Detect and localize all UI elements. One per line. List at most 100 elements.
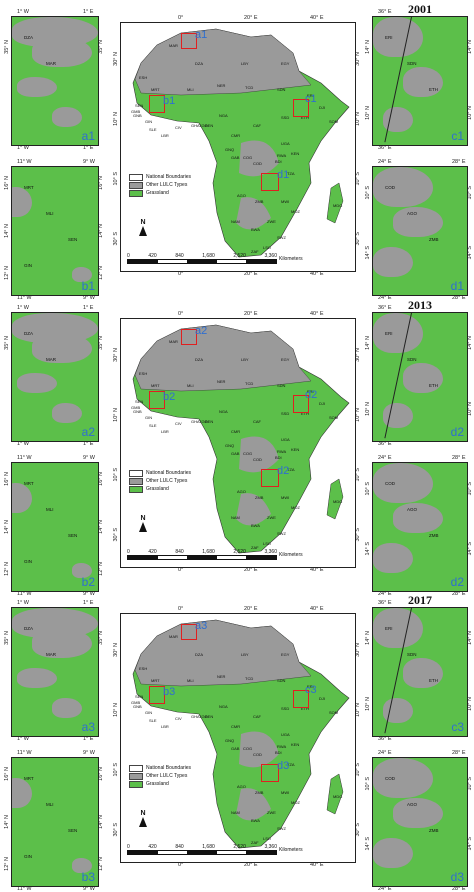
latitude-tick-right: 14° N [467,40,473,54]
scale-bar: 0 420 840 1,680 2,520 3,360 [127,549,277,560]
box-id-label: a2 [195,325,208,337]
africa-map-svg [132,619,350,849]
country-label: NER [217,83,226,88]
inset-map-a: DZA MAR a1 [11,16,99,146]
country-label: SEN [68,533,78,538]
latitude-tick-left: 10° N [113,703,119,717]
scale-unit: Kilometers [279,256,303,262]
inset-id-label: a3 [81,720,95,734]
country-label: ZMB [255,495,264,500]
country-label: LSO [263,836,272,841]
inset-id-label: c1 [451,129,464,143]
scale-tick: 0 [127,549,130,555]
inset-id-label: b1 [81,279,95,293]
other-lulc-area [373,838,413,868]
country-label: SEN [135,103,144,108]
study-area-box [293,690,309,708]
country-label: LBR [161,724,169,729]
latitude-tick-left: 10° S [113,763,119,777]
latitude-tick-left: 35° N [4,40,10,54]
other-lulc-area [393,503,443,533]
country-label: SSD [281,706,290,711]
country-label: TCD [245,676,254,681]
scale-segment [187,260,217,263]
inset-map-d: COD AGO ZMB d1 [372,166,468,296]
latitude-tick-right: 14° S [467,542,473,556]
latitude-tick-left: 30° N [113,643,119,657]
country-label: GMB [131,405,141,410]
longitude-tick-bottom: 11° W [17,295,32,301]
latitude-tick-left: 14° N [365,40,371,54]
scale-segment [157,260,188,263]
country-label: MLI [46,211,54,216]
africa-main-map: MAR DZA LBY EGY ESH MRT MLI NER TCD SDN ERI SEN GMB G… [120,22,356,272]
study-area-box [261,764,279,782]
scale-tick: 3,360 [264,253,277,259]
longitude-tick-top: 36° E [378,305,392,311]
country-label: GNQ [225,443,235,448]
study-area-box [149,686,165,704]
country-label: NGA [219,704,228,709]
country-label: MLI [46,507,54,512]
country-label: SDN [407,61,417,66]
scale-ticks: 0 420 840 1,680 2,520 3,360 [127,844,277,850]
other-lulc-area [72,267,92,282]
country-label: DZA [24,331,33,336]
other-lulc-area [373,463,433,503]
country-label: TCD [245,85,254,90]
inset-map-b: MRT MLI SEN GIN b3 [11,757,99,887]
legend-label: National Boundaries [146,174,192,180]
longitude-tick-top: 11° W [17,455,32,461]
longitude-tick-top: 40° E [310,606,324,612]
country-label: NAM [231,219,240,224]
longitude-tick-bottom: 9° W [83,295,95,301]
latitude-tick-right: 10° S [355,468,361,482]
country-label: UGA [281,141,290,146]
country-label: DJI [319,696,325,701]
country-label: EGY [281,652,290,657]
country-label: ERI [385,35,393,40]
country-label: COG [243,155,253,160]
country-label: GIN [145,119,153,124]
longitude-tick-bottom: 1° W [17,736,29,742]
north-label: N [140,810,146,817]
country-label: MAR [46,652,56,657]
other-lulc-area [52,403,82,423]
other-lulc-area [32,333,92,363]
legend-swatch [129,780,143,788]
longitude-tick-top: 1° W [17,600,29,606]
latitude-tick-left: 10° S [113,468,119,482]
country-label: MRT [24,776,34,781]
north-arrow-icon [139,817,147,827]
scale-bar-graphic [127,259,277,264]
legend-swatch [129,181,143,189]
map-legend: National Boundaries Other LULC Types Grass… [129,469,191,493]
country-label: CIV [175,421,182,426]
country-label: ZMB [429,237,439,242]
other-lulc-area [134,619,312,687]
country-label: GHA [191,123,200,128]
other-lulc-area [393,798,443,828]
scale-segment [187,556,217,559]
other-lulc-area [373,247,413,277]
inset-id-label: d1 [450,279,464,293]
country-label: GMB [131,700,141,705]
country-label: MOZ [291,209,300,214]
country-label: ERI [307,93,314,98]
latitude-tick-left: 12° N [4,857,10,871]
longitude-tick-top: 9° W [83,159,95,165]
latitude-tick-left: 16° N [4,176,10,190]
country-label: MRT [24,481,34,486]
country-label: LBY [241,652,249,657]
country-label: SLE [149,127,157,132]
longitude-tick-top: 24° E [378,159,392,165]
latitude-tick-left: 14° S [365,246,371,260]
country-label: ETH [429,678,438,683]
country-label: SSD [281,115,290,120]
latitude-tick-left: 10° S [365,777,371,791]
country-label: ESH [139,75,148,80]
country-label: SLE [149,423,157,428]
country-label: NGA [219,113,228,118]
north-arrow: N [139,810,147,827]
country-label: COG [243,451,253,456]
